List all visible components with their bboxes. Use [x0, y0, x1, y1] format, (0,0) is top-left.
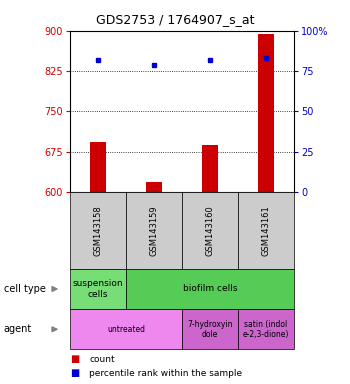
Text: GSM143158: GSM143158 [93, 205, 103, 256]
Text: count: count [89, 354, 115, 364]
Text: ■: ■ [70, 368, 79, 378]
Text: GSM143160: GSM143160 [205, 205, 215, 256]
Bar [258, 35, 274, 192]
Text: suspension
cells: suspension cells [73, 279, 123, 299]
Text: agent: agent [4, 324, 32, 334]
Text: GSM143161: GSM143161 [261, 205, 271, 256]
Text: percentile rank within the sample: percentile rank within the sample [89, 369, 242, 378]
Text: GSM143159: GSM143159 [149, 205, 159, 256]
Bar [202, 145, 218, 192]
Text: untreated: untreated [107, 325, 145, 334]
Bar [90, 142, 106, 192]
Text: biofilm cells: biofilm cells [183, 285, 237, 293]
Text: GDS2753 / 1764907_s_at: GDS2753 / 1764907_s_at [96, 13, 254, 26]
Text: 7-hydroxyin
dole: 7-hydroxyin dole [187, 319, 233, 339]
Text: cell type: cell type [4, 284, 46, 294]
Bar [146, 182, 162, 192]
Text: ■: ■ [70, 354, 79, 364]
Text: satin (indol
e-2,3-dione): satin (indol e-2,3-dione) [243, 319, 289, 339]
